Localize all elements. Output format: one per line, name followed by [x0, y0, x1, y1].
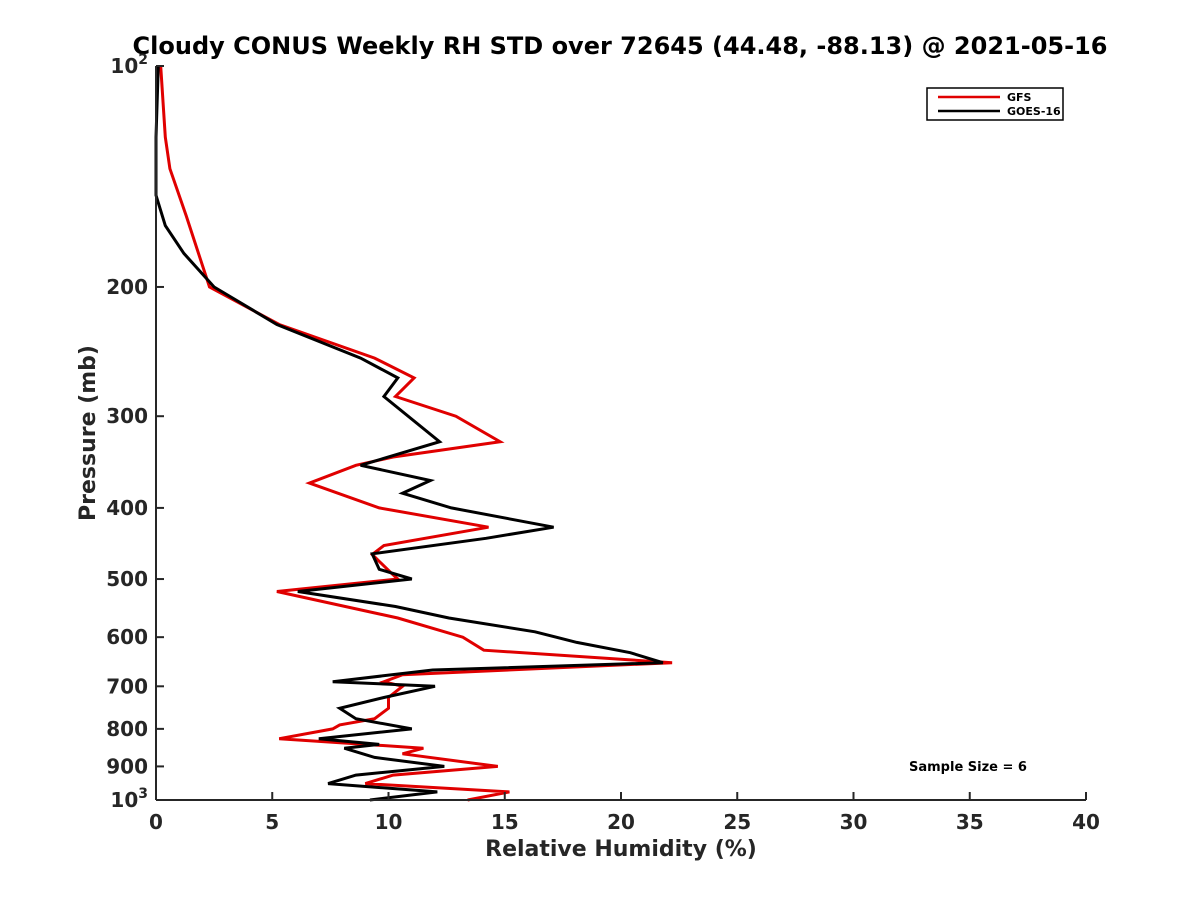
- y-tick-label: 400: [106, 496, 148, 520]
- x-tick-label: 10: [375, 810, 403, 834]
- series-line-goes16: [154, 65, 664, 802]
- y-tick-label: 300: [106, 404, 148, 428]
- x-tick-label: 35: [956, 810, 984, 834]
- legend-label-gfs: GFS: [1007, 91, 1032, 104]
- x-tick-label: 15: [491, 810, 519, 834]
- chart-title: Cloudy CONUS Weekly RH STD over 72645 (4…: [133, 32, 1108, 60]
- series-line-gfs: [159, 65, 673, 802]
- y-tick-label: 600: [106, 625, 148, 649]
- x-tick-label: 30: [840, 810, 868, 834]
- y-tick-label: 500: [106, 567, 148, 591]
- legend: GFS GOES-16: [926, 87, 1064, 121]
- y-tick-label: 800: [106, 717, 148, 741]
- y-axis-label: Pressure (mb): [76, 345, 101, 521]
- x-tick-label: 40: [1072, 810, 1100, 834]
- x-axis-label: Relative Humidity (%): [485, 837, 757, 862]
- series-layer: [154, 65, 673, 802]
- x-tick-label: 25: [723, 810, 751, 834]
- y-tick-label: 200: [106, 275, 148, 299]
- ticks-layer: 0 5 10 15 20 25 30 35 40102200300400500600700800…: [106, 52, 1100, 834]
- y-tick-label: 700: [106, 674, 148, 698]
- y-tick-label: 900: [106, 754, 148, 778]
- sample-size-annotation: Sample Size = 6: [909, 760, 1027, 775]
- legend-box: [926, 87, 1064, 121]
- x-tick-label: 0: [149, 810, 163, 834]
- x-tick-label: 20: [607, 810, 635, 834]
- legend-label-goes16: GOES-16: [1007, 105, 1061, 118]
- x-tick-label: 5: [265, 810, 279, 834]
